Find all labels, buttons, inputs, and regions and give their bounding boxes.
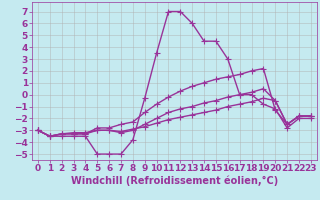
X-axis label: Windchill (Refroidissement éolien,°C): Windchill (Refroidissement éolien,°C) <box>71 176 278 186</box>
